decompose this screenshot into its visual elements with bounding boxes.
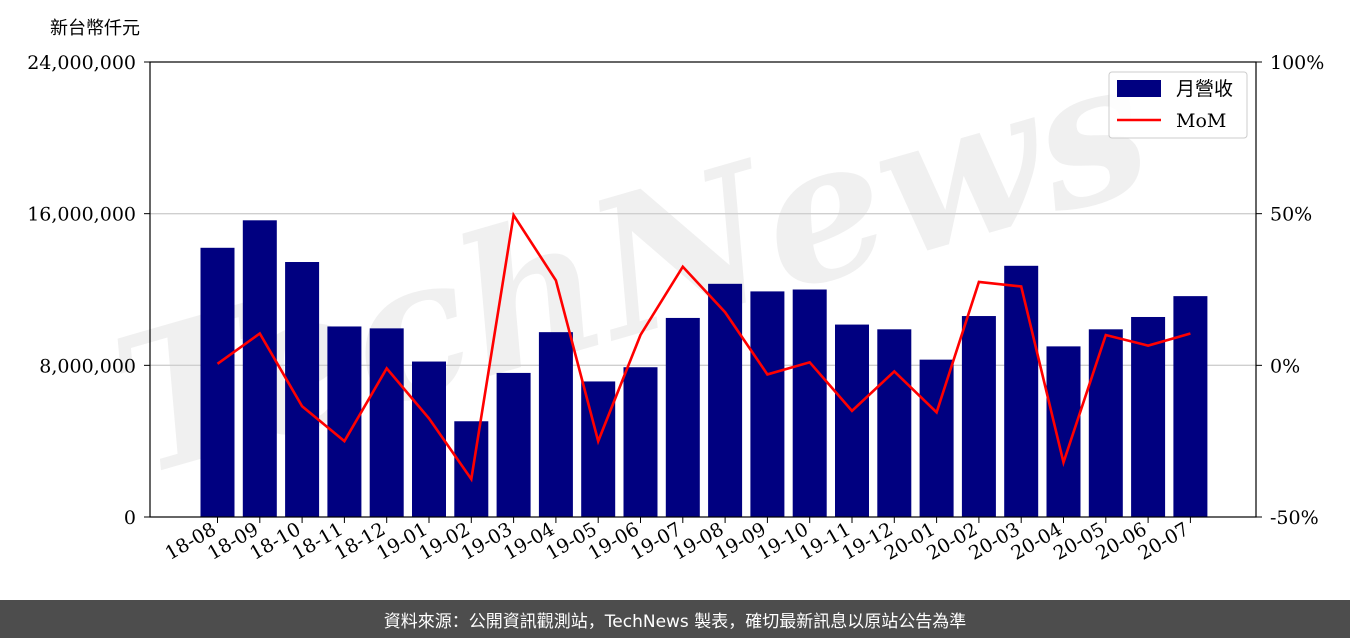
legend: 月營收 MoM bbox=[1108, 71, 1248, 139]
bar-19-01 bbox=[412, 361, 446, 517]
bar-19-04 bbox=[538, 332, 573, 517]
bar-20-05 bbox=[1088, 329, 1123, 517]
y2-tick-label: 0% bbox=[1270, 355, 1300, 377]
footer-source-bar: 資料來源：公開資訊觀測站，TechNews 製表，確切最新訊息以原站公告為準 bbox=[0, 600, 1350, 638]
plot-frame bbox=[149, 61, 1257, 518]
bar-18-08 bbox=[200, 247, 235, 517]
bar-20-01 bbox=[919, 359, 954, 517]
bar-19-09 bbox=[750, 291, 785, 517]
y2-tick-label: -50% bbox=[1270, 507, 1319, 529]
bar-19-05 bbox=[581, 381, 616, 517]
y2-tick-label: 50% bbox=[1270, 204, 1312, 226]
bar-20-06 bbox=[1131, 316, 1166, 517]
y-axis-unit-label: 新台幣仟元 bbox=[50, 18, 140, 39]
bar-18-09 bbox=[242, 220, 277, 518]
bar-20-04 bbox=[1046, 346, 1081, 517]
bar-19-08 bbox=[708, 283, 743, 517]
bar-20-02 bbox=[961, 316, 996, 517]
bar-19-10 bbox=[792, 289, 827, 517]
y-tick-label: 16,000,000 bbox=[27, 204, 136, 226]
legend-label-line: MoM bbox=[1176, 110, 1226, 132]
y-tick-label: 0 bbox=[124, 507, 136, 529]
y-tick-label: 24,000,000 bbox=[27, 52, 136, 74]
y2-tick-label: 100% bbox=[1270, 52, 1324, 74]
mom-line bbox=[216, 211, 1191, 483]
chart: TechNews 0 8,000,000 16,000,000 24,000,000 -5… bbox=[27, 13, 1324, 565]
bar-20-07 bbox=[1173, 296, 1208, 517]
bar-19-07 bbox=[665, 317, 700, 517]
bar-19-11 bbox=[835, 324, 869, 517]
bar-18-10 bbox=[285, 262, 320, 517]
footer-source-text: 資料來源：公開資訊觀測站，TechNews 製表，確切最新訊息以原站公告為準 bbox=[383, 611, 967, 632]
bar-18-12 bbox=[369, 328, 404, 517]
bar-19-12 bbox=[877, 329, 912, 517]
legend-label-bar: 月營收 bbox=[1176, 78, 1233, 100]
bar-19-06 bbox=[623, 367, 658, 517]
bar-19-02 bbox=[454, 421, 489, 517]
legend-swatch-bar bbox=[1117, 80, 1161, 97]
chart-svg: TechNews08,000,00016,000,00024,000,000-5… bbox=[27, 13, 1324, 565]
bar-19-03 bbox=[496, 372, 531, 517]
y-tick-label: 8,000,000 bbox=[39, 355, 136, 377]
bar-20-03 bbox=[1004, 265, 1039, 517]
